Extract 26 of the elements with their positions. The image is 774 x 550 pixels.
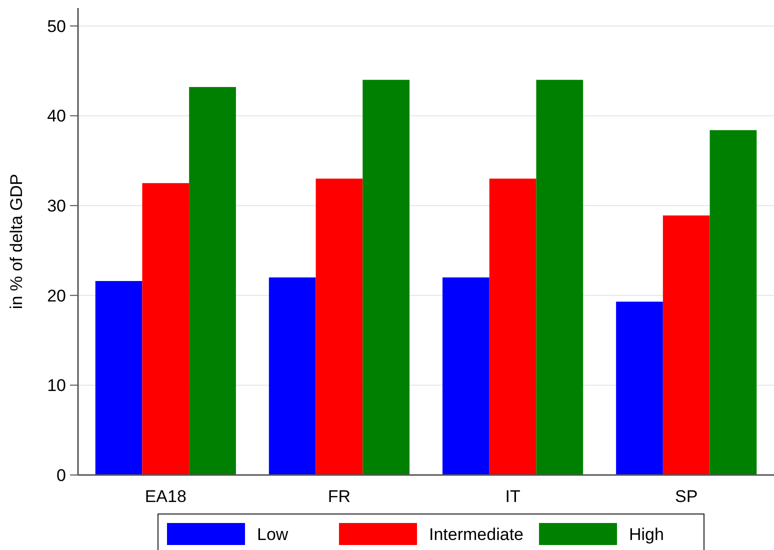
y-tick-label: 20 <box>47 286 66 306</box>
bar <box>442 277 490 475</box>
bar <box>268 277 316 475</box>
bar <box>616 302 663 475</box>
y-tick-label: 30 <box>47 196 66 216</box>
x-tick-label: FR <box>328 486 351 506</box>
bar <box>142 183 190 475</box>
bar <box>536 80 584 475</box>
legend-label: Low <box>257 524 289 544</box>
bar <box>710 130 757 475</box>
x-tick-label: EA18 <box>144 486 186 506</box>
bar <box>662 215 710 475</box>
bar <box>316 178 363 475</box>
bar <box>95 281 142 475</box>
y-tick-label: 10 <box>47 376 66 396</box>
bar <box>189 87 236 475</box>
bar <box>489 178 536 475</box>
bar <box>362 80 410 475</box>
y-axis-title: in % of delta GDP <box>7 174 26 310</box>
legend-label: Intermediate <box>429 524 524 544</box>
y-tick-label: 50 <box>47 16 66 36</box>
y-tick-label: 40 <box>47 106 66 126</box>
x-tick-label: SP <box>675 486 698 506</box>
y-tick-label: 0 <box>56 466 66 485</box>
legend-label: High <box>629 524 664 544</box>
x-tick-label: IT <box>505 486 520 506</box>
